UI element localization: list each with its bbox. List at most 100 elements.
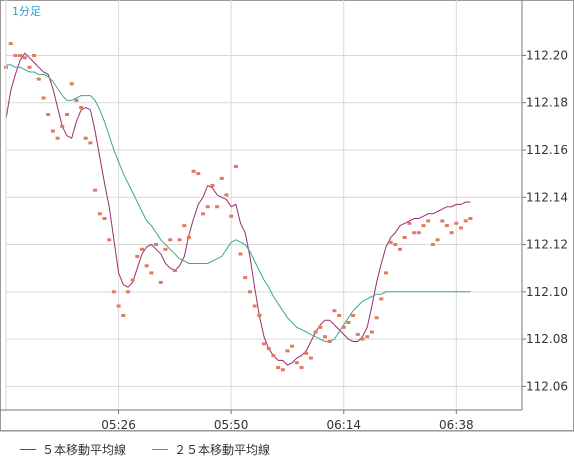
price-dot — [210, 184, 215, 187]
price-dot — [13, 54, 18, 57]
price-dot — [102, 217, 107, 220]
price-dot — [83, 136, 88, 140]
ma5-line — [5, 52, 471, 366]
price-dot — [69, 82, 74, 86]
price-dot — [172, 269, 177, 272]
price-dot — [262, 342, 266, 346]
price-dot — [41, 96, 46, 100]
price-dot — [168, 238, 173, 242]
price-dot — [149, 271, 154, 275]
legend-swatch-ma25 — [152, 449, 168, 450]
price-dot — [97, 212, 102, 216]
price-dot — [154, 243, 159, 246]
y-tick-label: 112.20 — [526, 48, 568, 62]
legend-label-ma25: ２５本移動平均線 — [174, 443, 271, 457]
price-dot — [393, 243, 398, 246]
price-dot — [107, 238, 112, 242]
price-dot — [18, 54, 23, 57]
price-dot — [257, 314, 262, 317]
price-dot — [449, 231, 454, 235]
price-dot — [121, 314, 126, 317]
price-dot — [337, 314, 342, 317]
grid-layer — [6, 0, 522, 410]
price-dot — [126, 290, 130, 294]
price-dot — [294, 361, 299, 365]
price-dot — [177, 238, 182, 242]
price-dot — [182, 224, 187, 228]
price-dot — [46, 113, 51, 116]
price-dot — [346, 321, 351, 324]
price-dot — [238, 252, 243, 256]
price-dot — [304, 351, 309, 355]
legend-item-ma5: ５本移動平均線 — [20, 441, 126, 458]
price-dot — [285, 349, 290, 353]
price-dot — [60, 124, 65, 128]
price-dot — [318, 325, 323, 329]
price-dot — [360, 337, 365, 341]
chart-area: 112.06 112.08 112.10 112.12 112.14 112.16 112.… — [0, 0, 574, 432]
price-dot — [219, 176, 224, 180]
price-dot — [435, 238, 440, 242]
price-dot — [398, 247, 402, 251]
chart-title: 1分足 — [12, 5, 41, 18]
price-dot — [22, 56, 27, 60]
price-dot — [130, 278, 135, 282]
price-dot — [379, 297, 384, 301]
price-dot — [454, 221, 459, 225]
legend: ５本移動平均線 ２５本移動平均線 — [0, 431, 574, 462]
price-dot — [280, 368, 285, 372]
series-layer — [4, 42, 473, 372]
price-dot — [388, 240, 393, 244]
price-dot — [140, 247, 144, 251]
price-dot — [430, 243, 435, 246]
price-dot — [191, 169, 196, 173]
price-dot — [247, 290, 252, 294]
y-tick-label: 112.06 — [526, 379, 568, 393]
price-dot — [74, 98, 79, 102]
y-tick-label: 112.16 — [526, 143, 568, 157]
price-dot — [27, 65, 32, 69]
ma25-line — [6, 64, 471, 342]
price-dot — [229, 214, 234, 218]
price-dot — [276, 366, 281, 369]
price-dot — [266, 347, 271, 350]
price-dot — [402, 236, 407, 239]
price-dot — [144, 264, 149, 268]
price-dot — [365, 335, 370, 339]
price-dot — [426, 219, 431, 223]
legend-swatch-ma5 — [20, 449, 36, 450]
price-dot — [36, 77, 41, 81]
x-tick-label: 06:38 — [439, 418, 474, 431]
y-tick-label: 112.08 — [526, 332, 568, 346]
price-dot — [323, 335, 327, 339]
price-dot — [205, 205, 210, 209]
price-dot — [407, 221, 412, 225]
y-tick-label: 112.18 — [526, 96, 568, 110]
price-dot — [186, 236, 191, 239]
price-dot — [327, 340, 332, 343]
price-dot — [88, 141, 93, 145]
price-dot — [55, 136, 60, 140]
price-dot — [163, 247, 168, 251]
price-dot — [243, 276, 248, 280]
price-dot — [8, 42, 13, 46]
price-dot — [444, 224, 449, 228]
y-tick-label: 112.14 — [526, 190, 568, 204]
legend-item-ma25: ２５本移動平均線 — [152, 441, 270, 458]
price-dot — [416, 231, 421, 235]
price-dot — [459, 226, 463, 230]
price-dot — [50, 129, 55, 133]
x-tick-label: 05:50 — [214, 418, 249, 431]
chart-border — [0, 0, 574, 431]
price-dot — [252, 304, 257, 308]
price-dot — [135, 254, 140, 258]
price-dot — [341, 325, 346, 329]
price-dot — [116, 304, 121, 308]
price-dot — [158, 280, 163, 284]
price-dot — [463, 219, 468, 223]
price-dot — [351, 314, 356, 317]
price-dot — [215, 205, 220, 209]
price-dot — [196, 172, 201, 176]
price-dot — [369, 330, 374, 334]
y-tick-label: 112.10 — [526, 285, 568, 299]
